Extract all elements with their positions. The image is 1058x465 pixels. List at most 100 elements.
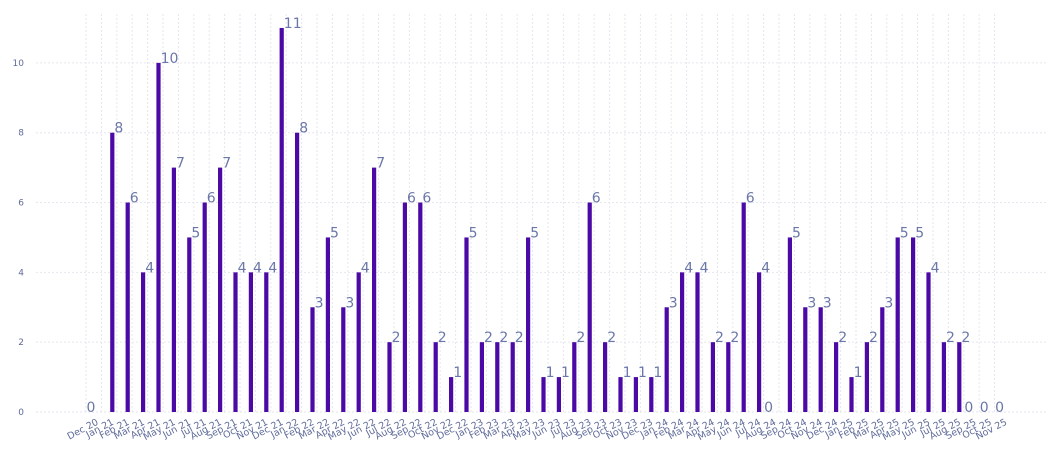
y-tick-label-1: 2	[18, 338, 24, 348]
data-label-38: 4	[684, 260, 693, 276]
y-tick-label-3: 6	[18, 199, 24, 209]
data-label-8: 7	[222, 156, 231, 172]
bar-30	[556, 377, 561, 412]
data-label-47: 3	[823, 295, 832, 311]
bar-41	[726, 342, 731, 412]
bar-11	[264, 272, 269, 412]
data-label-23: 1	[453, 365, 462, 381]
data-label-18: 7	[376, 156, 385, 172]
data-label-54: 4	[931, 260, 940, 276]
bar-19	[387, 342, 392, 412]
data-label-22: 2	[438, 330, 447, 346]
bar-39	[695, 272, 700, 412]
bar-18	[372, 167, 377, 412]
bar-22	[433, 342, 438, 412]
bar-27	[510, 342, 515, 412]
bar-7	[202, 202, 207, 412]
bars	[110, 27, 962, 413]
data-label-11: 4	[268, 260, 277, 276]
data-label-36: 1	[653, 365, 662, 381]
bar-14	[310, 307, 315, 412]
data-label-31: 2	[576, 330, 585, 346]
data-label-34: 1	[623, 365, 632, 381]
data-label-2: 6	[130, 191, 139, 207]
data-label-25: 2	[484, 330, 493, 346]
data-label-48: 2	[838, 330, 847, 346]
bar-20	[402, 202, 407, 412]
bar-48	[834, 342, 839, 412]
data-label-37: 3	[669, 295, 678, 311]
bar-55	[941, 342, 946, 412]
bar-9	[233, 272, 238, 412]
data-label-42: 6	[746, 191, 755, 207]
data-label-7: 6	[207, 191, 216, 207]
y-axis-ticks: 0 2 4 6 8 10	[13, 59, 25, 418]
data-label-44: 0	[764, 400, 773, 416]
bar-4	[156, 62, 161, 412]
bar-16	[341, 307, 346, 412]
bar-31	[572, 342, 577, 412]
bar-29	[541, 377, 546, 412]
bar-13	[295, 132, 300, 412]
bar-56	[957, 342, 962, 412]
bar-33	[603, 342, 608, 412]
data-label-45: 5	[792, 225, 801, 241]
data-label-1: 8	[114, 121, 123, 137]
bar-34	[618, 377, 623, 412]
bar-47	[818, 307, 823, 412]
bar-43	[757, 272, 762, 412]
bar-12	[279, 27, 284, 413]
data-label-6: 5	[191, 225, 200, 241]
bar-50	[864, 342, 869, 412]
data-label-4: 10	[161, 51, 179, 67]
bar-40	[710, 342, 715, 412]
bar-2	[125, 202, 130, 412]
y-tick-label-4: 8	[18, 129, 24, 139]
data-label-0: 0	[87, 400, 96, 416]
data-label-27: 2	[515, 330, 524, 346]
data-label-17: 4	[361, 260, 370, 276]
bar-8	[218, 167, 223, 412]
data-label-16: 3	[345, 295, 354, 311]
data-label-40: 2	[715, 330, 724, 346]
data-label-19: 2	[392, 330, 401, 346]
bar-49	[849, 377, 854, 412]
bar-23	[449, 377, 454, 412]
data-label-28: 5	[530, 225, 539, 241]
bar-53	[911, 237, 916, 412]
bar-3	[141, 272, 146, 412]
bar-1	[110, 132, 115, 412]
data-label-52: 5	[900, 225, 909, 241]
bar-25	[479, 342, 484, 412]
data-label-59: 0	[995, 400, 1004, 416]
bar-37	[664, 307, 669, 412]
bar-35	[633, 377, 638, 412]
data-label-5: 7	[176, 156, 185, 172]
data-label-35: 1	[638, 365, 647, 381]
bar-54	[926, 272, 931, 412]
data-label-49: 1	[854, 365, 863, 381]
data-label-14: 3	[315, 295, 324, 311]
data-label-46: 3	[807, 295, 816, 311]
bar-38	[680, 272, 685, 412]
data-label-15: 5	[330, 225, 339, 241]
bar-21	[418, 202, 423, 412]
data-label-56: 2	[961, 330, 970, 346]
bar-17	[356, 272, 361, 412]
data-label-51: 3	[884, 295, 893, 311]
data-label-43: 4	[761, 260, 770, 276]
bar-6	[187, 237, 192, 412]
data-label-57: 0	[964, 400, 973, 416]
y-tick-label-0: 0	[18, 408, 24, 418]
bar-51	[880, 307, 885, 412]
data-label-12: 11	[284, 16, 302, 32]
bar-45	[787, 237, 792, 412]
data-label-58: 0	[980, 400, 989, 416]
data-label-33: 2	[607, 330, 616, 346]
data-label-41: 2	[730, 330, 739, 346]
data-label-53: 5	[915, 225, 924, 241]
bar-32	[587, 202, 592, 412]
